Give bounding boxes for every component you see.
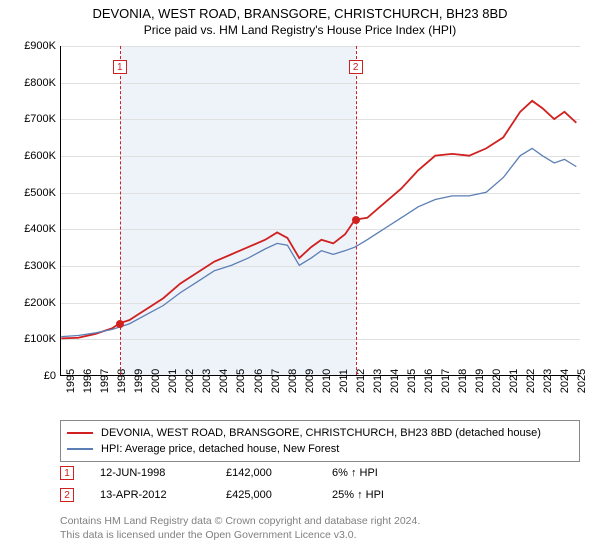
legend-swatch <box>67 448 93 450</box>
events-block: 1 12-JUN-1998 £142,000 6% ↑ HPI 2 13-APR… <box>60 462 580 506</box>
y-tick-label: £100K <box>24 333 56 345</box>
x-tick-label: 2023 <box>542 369 554 393</box>
x-tick-label: 2004 <box>218 369 230 393</box>
chart-title: DEVONIA, WEST ROAD, BRANSGORE, CHRISTCHU… <box>0 6 600 21</box>
x-tick-label: 2021 <box>508 369 520 393</box>
x-tick-label: 2016 <box>423 369 435 393</box>
marker-box: 1 <box>113 60 127 74</box>
event-marker-box: 1 <box>60 466 74 480</box>
line-series-svg <box>61 46 580 375</box>
legend-item-price-paid: DEVONIA, WEST ROAD, BRANSGORE, CHRISTCHU… <box>67 425 573 441</box>
series-line-price_paid <box>61 101 576 339</box>
x-tick-label: 2025 <box>576 369 588 393</box>
x-tick-label: 1997 <box>99 369 111 393</box>
legend-swatch <box>67 432 93 434</box>
footnote: Contains HM Land Registry data © Crown c… <box>60 514 580 542</box>
x-tick-label: 2003 <box>201 369 213 393</box>
event-row: 1 12-JUN-1998 £142,000 6% ↑ HPI <box>60 462 580 484</box>
x-tick-label: 2014 <box>389 369 401 393</box>
legend: DEVONIA, WEST ROAD, BRANSGORE, CHRISTCHU… <box>60 420 580 462</box>
x-tick-label: 2009 <box>304 369 316 393</box>
plot-region: £0£100K£200K£300K£400K£500K£600K£700K£80… <box>60 46 580 376</box>
marker-dot <box>352 216 360 224</box>
x-tick-label: 2012 <box>355 369 367 393</box>
x-tick-label: 1996 <box>82 369 94 393</box>
event-row: 2 13-APR-2012 £425,000 25% ↑ HPI <box>60 484 580 506</box>
event-date: 13-APR-2012 <box>100 489 200 501</box>
event-marker-box: 2 <box>60 488 74 502</box>
y-tick-label: £200K <box>24 297 56 309</box>
legend-label: HPI: Average price, detached house, New … <box>101 443 339 455</box>
event-price: £142,000 <box>226 467 306 479</box>
chart-area: £0£100K£200K£300K£400K£500K£600K£700K£80… <box>60 46 580 376</box>
x-tick-label: 2019 <box>474 369 486 393</box>
event-price: £425,000 <box>226 489 306 501</box>
x-tick-label: 2001 <box>167 369 179 393</box>
footnote-line: Contains HM Land Registry data © Crown c… <box>60 514 580 528</box>
legend-item-hpi: HPI: Average price, detached house, New … <box>67 441 573 457</box>
y-tick-label: £300K <box>24 260 56 272</box>
x-tick-label: 2002 <box>184 369 196 393</box>
x-tick-label: 2013 <box>372 369 384 393</box>
y-tick-label: £400K <box>24 223 56 235</box>
y-tick-label: £0 <box>44 370 56 382</box>
y-tick-label: £900K <box>24 40 56 52</box>
x-tick-label: 1998 <box>116 369 128 393</box>
x-tick-label: 2007 <box>270 369 282 393</box>
x-tick-label: 2022 <box>525 369 537 393</box>
x-tick-label: 2017 <box>440 369 452 393</box>
marker-dot <box>116 320 124 328</box>
footnote-line: This data is licensed under the Open Gov… <box>60 528 580 542</box>
event-pct: 25% ↑ HPI <box>332 489 432 501</box>
y-tick-label: £600K <box>24 150 56 162</box>
x-tick-label: 2015 <box>406 369 418 393</box>
x-tick-label: 2006 <box>253 369 265 393</box>
x-tick-label: 1995 <box>65 369 77 393</box>
x-tick-label: 2010 <box>321 369 333 393</box>
x-tick-label: 2000 <box>150 369 162 393</box>
x-tick-label: 1999 <box>133 369 145 393</box>
x-tick-label: 2020 <box>491 369 503 393</box>
y-tick-label: £700K <box>24 113 56 125</box>
legend-label: DEVONIA, WEST ROAD, BRANSGORE, CHRISTCHU… <box>101 427 541 439</box>
title-block: DEVONIA, WEST ROAD, BRANSGORE, CHRISTCHU… <box>0 0 600 37</box>
chart-subtitle: Price paid vs. HM Land Registry's House … <box>0 23 600 37</box>
marker-box: 2 <box>349 60 363 74</box>
x-tick-label: 2011 <box>338 369 350 393</box>
x-tick-label: 2005 <box>235 369 247 393</box>
event-date: 12-JUN-1998 <box>100 467 200 479</box>
x-tick-label: 2024 <box>559 369 571 393</box>
marker-vline <box>356 46 357 375</box>
y-tick-label: £500K <box>24 187 56 199</box>
y-tick-label: £800K <box>24 77 56 89</box>
event-pct: 6% ↑ HPI <box>332 467 432 479</box>
x-tick-label: 2008 <box>287 369 299 393</box>
x-tick-label: 2018 <box>457 369 469 393</box>
